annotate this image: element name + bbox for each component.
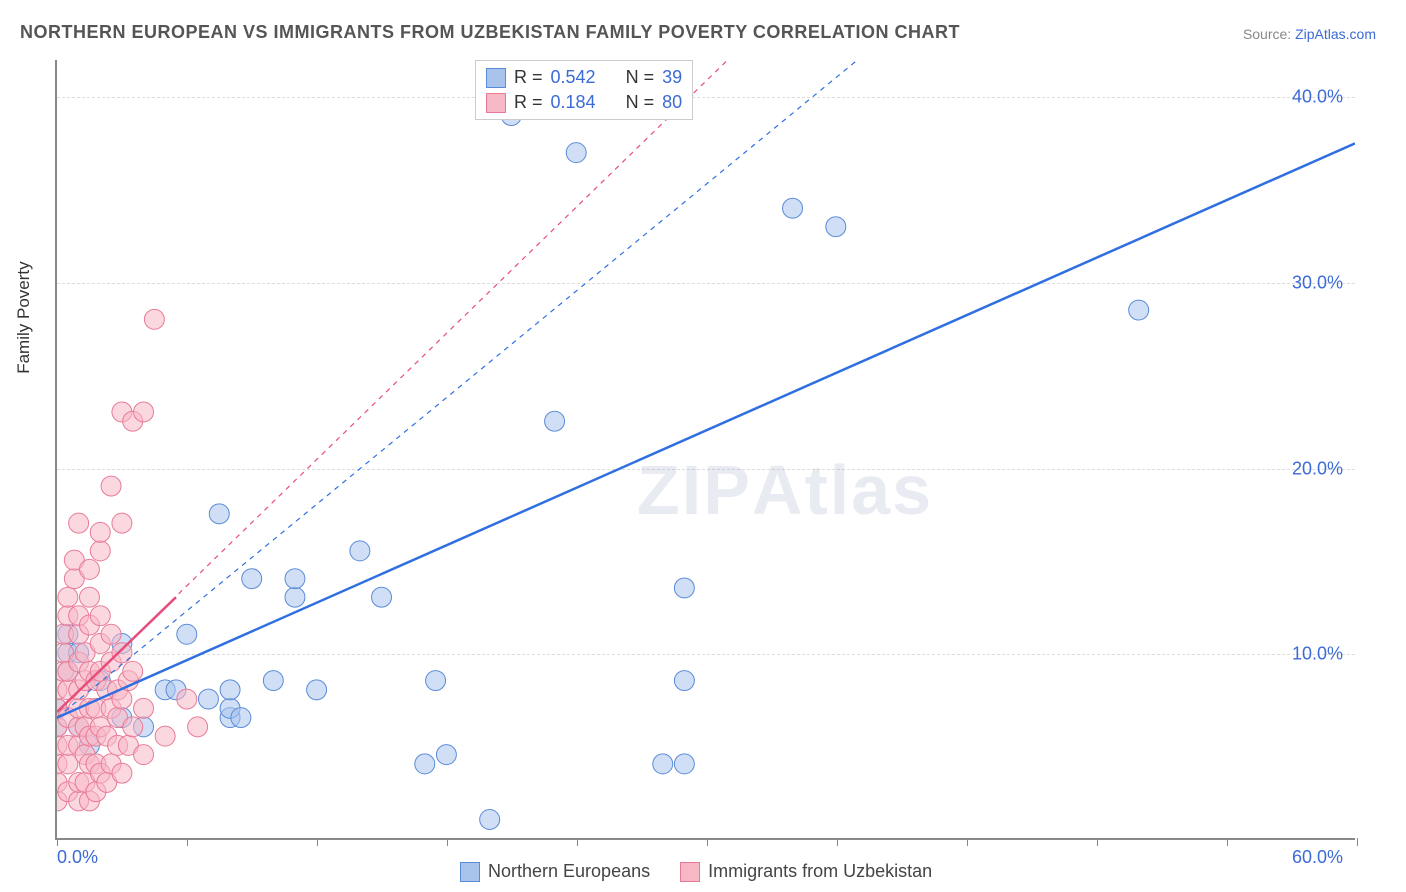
scatter-point (480, 810, 500, 830)
x-tick-label-min: 0.0% (57, 847, 98, 868)
r-label: R = (514, 92, 543, 113)
x-tick (1097, 838, 1098, 846)
scatter-point (79, 559, 99, 579)
scatter-point (69, 513, 89, 533)
scatter-point (134, 745, 154, 765)
x-tick (967, 838, 968, 846)
scatter-point (90, 606, 110, 626)
x-tick-label-max: 60.0% (1292, 847, 1343, 868)
chart-svg (57, 60, 1355, 838)
scatter-point (674, 578, 694, 598)
series-swatch-icon (460, 862, 480, 882)
trend-line-solid (57, 143, 1355, 717)
source-value: ZipAtlas.com (1295, 26, 1376, 42)
legend-item: Immigrants from Uzbekistan (680, 861, 932, 882)
x-tick (577, 838, 578, 846)
scatter-point (436, 745, 456, 765)
n-value: 80 (662, 92, 682, 113)
x-tick (707, 838, 708, 846)
scatter-point (123, 661, 143, 681)
scatter-point (783, 198, 803, 218)
scatter-point (350, 541, 370, 561)
scatter-point (144, 309, 164, 329)
scatter-point (198, 689, 218, 709)
scatter-point (209, 504, 229, 524)
scatter-point (674, 754, 694, 774)
scatter-point (177, 689, 197, 709)
trend-line-dashed (57, 60, 857, 718)
scatter-point (79, 587, 99, 607)
scatter-point (426, 671, 446, 691)
stats-row: R = 0.542 N = 39 (486, 65, 682, 90)
scatter-point (90, 541, 110, 561)
r-value: 0.542 (551, 67, 596, 88)
scatter-point (112, 763, 132, 783)
scatter-point (188, 717, 208, 737)
source-attribution: Source: ZipAtlas.com (1243, 26, 1376, 42)
n-value: 39 (662, 67, 682, 88)
r-value: 0.184 (551, 92, 596, 113)
x-tick (1227, 838, 1228, 846)
scatter-point (674, 671, 694, 691)
scatter-point (242, 569, 262, 589)
scatter-point (134, 402, 154, 422)
scatter-point (112, 513, 132, 533)
scatter-point (415, 754, 435, 774)
scatter-point (285, 569, 305, 589)
scatter-point (101, 624, 121, 644)
scatter-point (112, 643, 132, 663)
x-tick (57, 838, 58, 846)
legend-label: Northern Europeans (488, 861, 650, 882)
r-label: R = (514, 67, 543, 88)
scatter-point (220, 680, 240, 700)
series-swatch-icon (486, 68, 506, 88)
scatter-point (263, 671, 283, 691)
x-tick (317, 838, 318, 846)
x-tick (837, 838, 838, 846)
stats-legend-box: R = 0.542 N = 39 R = 0.184 N = 80 (475, 60, 693, 120)
bottom-legend: Northern Europeans Immigrants from Uzbeki… (460, 861, 932, 882)
scatter-point (155, 726, 175, 746)
scatter-point (307, 680, 327, 700)
scatter-point (285, 587, 305, 607)
scatter-point (566, 143, 586, 163)
scatter-point (372, 587, 392, 607)
scatter-point (58, 587, 78, 607)
scatter-point (231, 708, 251, 728)
y-axis-label: Family Poverty (14, 261, 34, 373)
stats-row: R = 0.184 N = 80 (486, 90, 682, 115)
plot-area: ZIPAtlas 10.0%20.0%30.0%40.0%0.0%60.0% (55, 60, 1355, 840)
scatter-point (58, 754, 78, 774)
scatter-point (826, 217, 846, 237)
scatter-point (90, 522, 110, 542)
legend-item: Northern Europeans (460, 861, 650, 882)
scatter-point (134, 698, 154, 718)
scatter-point (545, 411, 565, 431)
x-tick (187, 838, 188, 846)
scatter-point (101, 476, 121, 496)
scatter-point (177, 624, 197, 644)
source-label: Source: (1243, 26, 1295, 42)
scatter-point (1129, 300, 1149, 320)
scatter-point (123, 717, 143, 737)
chart-container: NORTHERN EUROPEAN VS IMMIGRANTS FROM UZB… (0, 0, 1406, 892)
legend-label: Immigrants from Uzbekistan (708, 861, 932, 882)
x-tick (1357, 838, 1358, 846)
series-swatch-icon (486, 93, 506, 113)
x-tick (447, 838, 448, 846)
scatter-point (653, 754, 673, 774)
n-label: N = (626, 67, 655, 88)
chart-title: NORTHERN EUROPEAN VS IMMIGRANTS FROM UZB… (20, 22, 960, 43)
series-swatch-icon (680, 862, 700, 882)
n-label: N = (626, 92, 655, 113)
